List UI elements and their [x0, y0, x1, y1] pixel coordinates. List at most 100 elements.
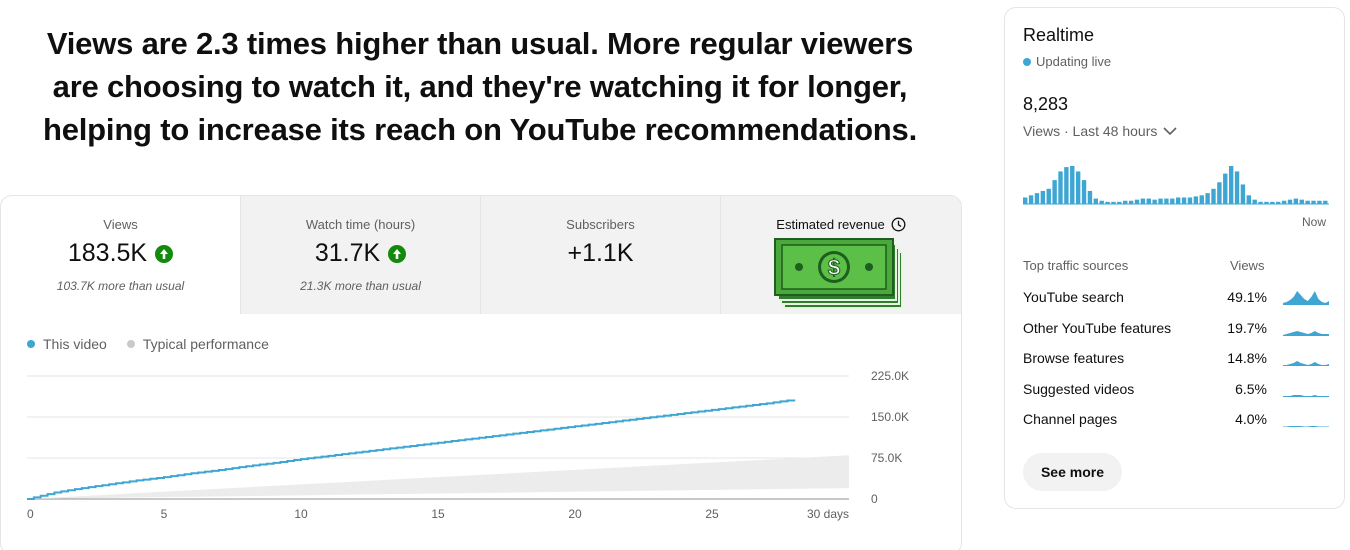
realtime-bar: [1323, 200, 1328, 204]
realtime-bar: [1264, 201, 1269, 204]
traffic-source-row[interactable]: Suggested videos 6.5%: [1023, 381, 1329, 403]
realtime-bar: [1252, 199, 1257, 204]
cash-icon: $: [774, 238, 903, 309]
metric-views[interactable]: Views 183.5K 103.7K more than usual: [1, 196, 241, 314]
realtime-bar: [1105, 201, 1110, 204]
realtime-bar: [1111, 201, 1116, 204]
realtime-bar: [1146, 198, 1151, 204]
metric-value: 183.5K: [67, 239, 148, 267]
metric-note: 21.3K more than usual: [300, 279, 421, 293]
realtime-bar: [1093, 198, 1098, 204]
source-sparkline: [1283, 426, 1329, 427]
realtime-bar: [1193, 196, 1199, 204]
range-selector[interactable]: Views · Last 48 hours: [1023, 123, 1177, 139]
x-tick-label: 0: [27, 507, 34, 521]
legend-typical[interactable]: Typical performance: [126, 336, 269, 352]
metrics-row: Views 183.5K 103.7K more than usual Watc…: [1, 196, 961, 314]
clock-icon[interactable]: [891, 217, 906, 232]
traffic-source-row[interactable]: YouTube search 49.1%: [1023, 289, 1329, 311]
realtime-card: Realtime Updating live 8,283 Views · Las…: [1004, 7, 1345, 509]
source-percent: 6.5%: [1235, 380, 1267, 397]
metric-value: +1.1K: [567, 239, 634, 267]
realtime-bar: [1281, 200, 1287, 204]
traffic-source-row[interactable]: Other YouTube features 19.7%: [1023, 320, 1329, 342]
insight-headline: Views are 2.3 times higher than usual. M…: [42, 26, 917, 147]
realtime-bar: [1058, 171, 1063, 204]
realtime-bar: [1152, 199, 1157, 204]
arrow-up-icon: [155, 244, 174, 263]
x-tick-label: 10: [294, 507, 308, 521]
realtime-bar: [1270, 201, 1275, 204]
realtime-bar: [1246, 195, 1251, 204]
realtime-bar: [1164, 198, 1169, 204]
realtime-bar: [1311, 200, 1316, 204]
x-tick-label: 5: [161, 507, 168, 521]
traffic-source-row[interactable]: Browse features 14.8%: [1023, 350, 1329, 372]
chart-legend: This video Typical performance: [27, 336, 269, 352]
realtime-bar: [1187, 197, 1193, 204]
realtime-bar: [1199, 195, 1204, 204]
metric-label: Subscribers: [566, 217, 635, 232]
realtime-bar: [1211, 188, 1216, 204]
sparkline-area: [1283, 361, 1329, 366]
sparkline-area: [1283, 426, 1329, 427]
metric-value-wrap: 31.7K: [241, 239, 480, 268]
see-more-button[interactable]: See more: [1023, 453, 1122, 491]
now-label: Now: [1301, 215, 1326, 229]
realtime-bar: [1181, 197, 1187, 204]
x-tick-label: 30 days: [807, 507, 849, 521]
sparkline-area: [1283, 291, 1329, 305]
realtime-bar: [1075, 171, 1081, 204]
metric-value-wrap: 183.5K: [1, 239, 240, 268]
source-percent: 14.8%: [1227, 350, 1267, 366]
realtime-bar: [1287, 199, 1293, 204]
metric-watch-time[interactable]: Watch time (hours) 31.7K 21.3K more than…: [241, 196, 481, 314]
sparkline-area: [1283, 330, 1329, 336]
legend-label: This video: [43, 336, 107, 352]
realtime-bar: [1158, 198, 1163, 204]
y-tick-label: 0: [871, 492, 878, 506]
realtime-bar: [1064, 167, 1069, 204]
realtime-bar: [1070, 166, 1075, 204]
realtime-bar: [1240, 184, 1246, 204]
source-sparkline: [1283, 361, 1329, 366]
realtime-bar: [1176, 197, 1181, 204]
y-tick-label: 225.0K: [871, 369, 909, 383]
metric-label: Views: [103, 217, 138, 232]
y-tick-label: 75.0K: [871, 451, 902, 465]
views-chart: 225.0K 150.0K 75.0K 0 0 5 10 15 20 25 30 days: [27, 369, 909, 521]
metric-subscribers[interactable]: Subscribers +1.1K: [481, 196, 721, 314]
realtime-bar: [1087, 190, 1093, 204]
metric-value-wrap: +1.1K: [481, 239, 720, 268]
source-sparkline: [1283, 330, 1329, 336]
metric-label: Watch time (hours): [305, 217, 416, 232]
source-name: Channel pages: [1023, 411, 1118, 427]
x-tick-label: 15: [431, 507, 445, 521]
x-tick-label: 25: [705, 507, 719, 521]
sparkline-area: [1283, 394, 1329, 397]
analytics-card: Views 183.5K 103.7K more than usual Watc…: [0, 195, 962, 550]
metric-revenue[interactable]: Estimated revenue $: [721, 196, 961, 314]
y-tick-label: 150.0K: [871, 410, 909, 424]
source-name: Other YouTube features: [1023, 319, 1172, 336]
source-percent: 19.7%: [1227, 319, 1267, 336]
realtime-bar: [1028, 195, 1034, 204]
realtime-bar: [1040, 190, 1046, 204]
realtime-bar: [1299, 199, 1304, 204]
realtime-bar: [1228, 166, 1234, 204]
realtime-bar: [1276, 201, 1281, 204]
realtime-bar: [1170, 198, 1175, 204]
arrow-up-icon: [388, 244, 407, 263]
realtime-bar: [1123, 200, 1128, 204]
realtime-bar: [1099, 200, 1104, 204]
legend-this-video[interactable]: This video: [27, 336, 107, 352]
realtime-count: 8,283: [1023, 94, 1069, 114]
realtime-bar: [1052, 180, 1057, 204]
realtime-bar: [1081, 180, 1087, 204]
traffic-source-row[interactable]: Channel pages 4.0%: [1023, 411, 1329, 433]
live-indicator: Updating live: [1023, 54, 1111, 69]
this-video-line: [27, 399, 796, 500]
source-name: YouTube search: [1023, 289, 1124, 305]
realtime-bar: [1128, 200, 1134, 204]
realtime-bar: [1234, 171, 1240, 204]
